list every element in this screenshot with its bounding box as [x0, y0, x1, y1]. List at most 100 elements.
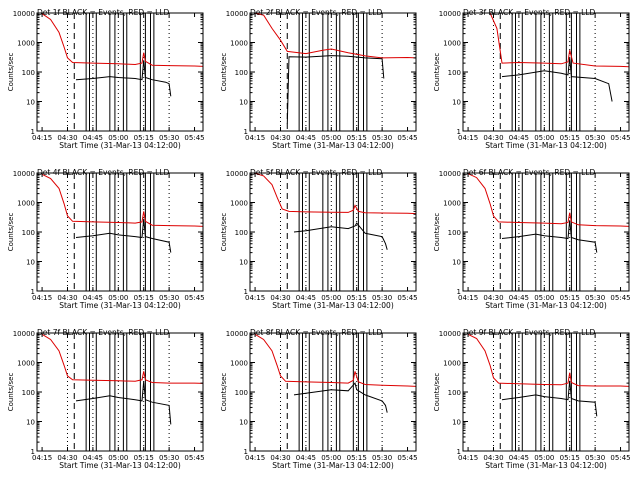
y-tick-label: 1000	[443, 360, 461, 368]
y-tick-label: 10	[26, 419, 35, 427]
x-axis-label: Start Time (31-Mar-13 04:12:00)	[59, 301, 181, 310]
detector-panel: 1 10 100 1000 10000 04:15 04:30 04:45 05:00 05:15…	[433, 8, 631, 150]
x-tick-label: 05:30	[159, 294, 179, 302]
x-tick-label: 04:45	[509, 454, 529, 462]
y-tick-label: 1	[31, 448, 35, 456]
x-tick-label: 05:45	[397, 294, 417, 302]
x-tick-label: 05:00	[321, 454, 341, 462]
panel-title: Det 7f BLACK = Events, RED = LLD	[37, 328, 170, 337]
panel-title: Det 1f BLACK = Events, RED = LLD	[37, 8, 170, 17]
y-tick-label: 10	[452, 419, 461, 427]
x-tick-label: 04:30	[483, 294, 503, 302]
panel-title: Det 4f BLACK = Events, RED = LLD	[37, 168, 170, 177]
y-tick-label: 100	[235, 229, 248, 237]
lld-rate-line	[254, 333, 416, 387]
y-tick-label: 1000	[17, 360, 35, 368]
x-tick-label: 04:30	[270, 134, 290, 142]
y-tick-label: 100	[235, 69, 248, 77]
y-axis-label: Counts/sec	[433, 373, 441, 412]
panel-title: Det 3f BLACK = Events, RED = LLD	[463, 8, 596, 17]
x-tick-label: 04:15	[32, 294, 52, 302]
y-tick-label: 1	[457, 288, 461, 296]
y-axis-label: Counts/sec	[7, 373, 15, 412]
detector-panel: 1 10 100 1000 10000 04:15 04:30 04:45 05:00 05:15…	[433, 328, 631, 470]
x-tick-label: 05:00	[108, 454, 128, 462]
events-rate-line	[293, 382, 388, 413]
x-tick-label: 05:15	[134, 294, 154, 302]
x-tick-label: 05:45	[610, 454, 630, 462]
y-axis-label: Counts/sec	[7, 213, 15, 252]
x-tick-label: 05:00	[108, 294, 128, 302]
x-axis-label: Start Time (31-Mar-13 04:12:00)	[59, 461, 181, 470]
plot-frame	[462, 172, 630, 292]
x-tick-label: 04:15	[458, 454, 478, 462]
y-axis-label: Counts/sec	[220, 53, 228, 92]
y-axis-label: Counts/sec	[7, 53, 15, 92]
x-tick-label: 05:30	[159, 454, 179, 462]
x-tick-label: 04:15	[245, 294, 265, 302]
y-tick-label: 10	[26, 259, 35, 267]
y-tick-label: 10000	[13, 10, 35, 18]
y-tick-label: 10000	[439, 170, 461, 178]
y-tick-label: 100	[448, 389, 461, 397]
x-tick-label: 05:45	[184, 454, 204, 462]
x-tick-label: 05:00	[534, 294, 554, 302]
y-tick-label: 100	[448, 229, 461, 237]
panel-title: Det 6f BLACK = Events, RED = LLD	[463, 168, 596, 177]
panel-title: Det 5f BLACK = Events, RED = LLD	[250, 168, 383, 177]
x-tick-label: 04:15	[245, 454, 265, 462]
lld-rate-line	[41, 333, 203, 384]
lld-rate-line	[254, 13, 416, 59]
x-tick-label: 05:00	[534, 134, 554, 142]
x-tick-label: 04:15	[245, 134, 265, 142]
y-tick-label: 100	[448, 69, 461, 77]
y-tick-label: 10	[239, 419, 248, 427]
x-axis-label: Start Time (31-Mar-13 04:12:00)	[485, 301, 607, 310]
y-tick-label: 10000	[439, 330, 461, 338]
lld-rate-line	[467, 173, 629, 227]
x-tick-label: 05:30	[585, 134, 605, 142]
y-tick-label: 1000	[230, 360, 248, 368]
y-tick-label: 100	[22, 69, 35, 77]
y-tick-label: 10	[239, 259, 248, 267]
x-tick-label: 04:30	[57, 294, 77, 302]
lld-rate-line	[467, 333, 629, 387]
x-tick-label: 04:45	[509, 294, 529, 302]
x-tick-label: 04:45	[509, 134, 529, 142]
lld-rate-line	[41, 13, 203, 67]
y-tick-label: 10000	[226, 330, 248, 338]
x-axis-label: Start Time (31-Mar-13 04:12:00)	[272, 141, 394, 150]
detector-panel: 1 10 100 1000 10000 04:15 04:30 04:45 05:00 05:15…	[7, 168, 205, 310]
x-tick-label: 04:45	[83, 294, 103, 302]
panel-title: Det 9f BLACK = Events, RED = LLD	[463, 328, 596, 337]
x-tick-label: 05:45	[184, 294, 204, 302]
events-rate-line	[501, 57, 613, 102]
lld-rate-line	[489, 13, 629, 68]
y-tick-label: 10	[452, 99, 461, 107]
x-tick-label: 04:30	[483, 134, 503, 142]
y-tick-label: 1	[244, 288, 248, 296]
y-tick-label: 100	[22, 389, 35, 397]
x-axis-label: Start Time (31-Mar-13 04:12:00)	[59, 141, 181, 150]
y-tick-label: 100	[235, 389, 248, 397]
detector-panel: 1 10 100 1000 10000 04:15 04:30 04:45 05:00 05:15…	[220, 8, 418, 150]
events-rate-line	[75, 381, 172, 425]
plot-frame	[462, 332, 630, 452]
x-axis-label: Start Time (31-Mar-13 04:12:00)	[485, 461, 607, 470]
y-tick-label: 10	[239, 99, 248, 107]
x-tick-label: 04:30	[57, 454, 77, 462]
x-tick-label: 04:45	[83, 454, 103, 462]
x-tick-label: 04:15	[32, 134, 52, 142]
x-axis-label: Start Time (31-Mar-13 04:12:00)	[272, 301, 394, 310]
plot-frame	[249, 12, 417, 132]
panel-title: Det 2f BLACK = Events, RED = LLD	[250, 8, 383, 17]
x-tick-label: 05:15	[134, 454, 154, 462]
y-tick-label: 1000	[17, 40, 35, 48]
plot-frame	[36, 332, 204, 452]
y-tick-label: 1000	[443, 40, 461, 48]
y-axis-label: Counts/sec	[433, 213, 441, 252]
y-axis-label: Counts/sec	[433, 53, 441, 92]
x-tick-label: 05:15	[560, 294, 580, 302]
y-tick-label: 1	[457, 128, 461, 136]
